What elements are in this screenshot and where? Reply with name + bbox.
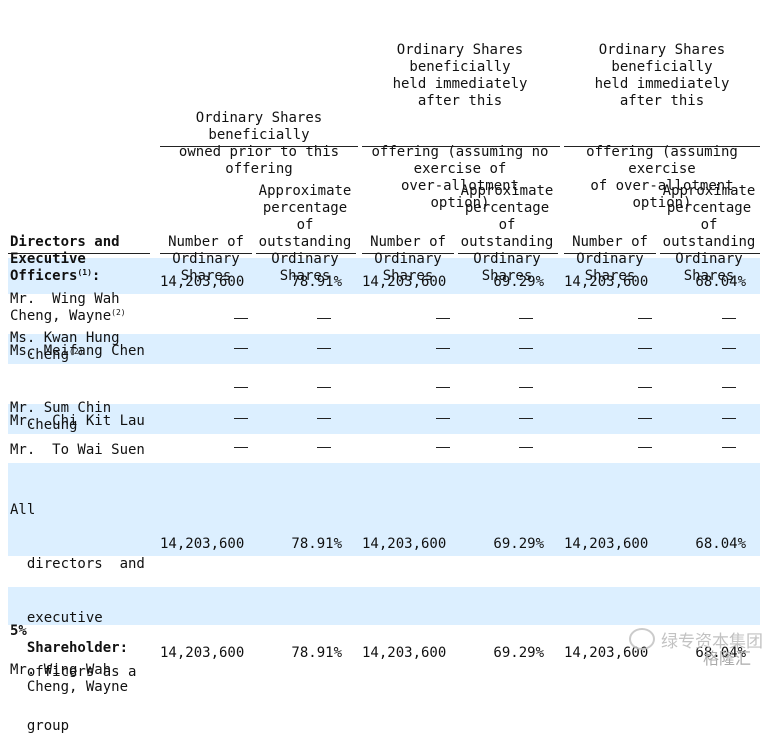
cell-percent: 68.04% [695, 536, 746, 552]
header-group-2: Ordinary Shares beneficially held immediat… [371, 42, 549, 211]
table-row-name: Mr. Wing Wah Cheng, Wayne [10, 662, 129, 695]
empty-dash [317, 387, 331, 388]
subheader-pct-2: Approximate percentage of outstanding Ordina… [460, 183, 554, 284]
cell-percent: 69.29% [493, 536, 544, 552]
empty-dash [638, 318, 652, 319]
header-rule [362, 146, 560, 147]
empty-dash [519, 387, 533, 388]
cell-number: 14,203,600 [160, 536, 245, 552]
cell-number: 14,203,600 [564, 274, 649, 290]
subheader-number-3: Number of Ordinary Shares [572, 234, 648, 284]
empty-dash [519, 447, 533, 448]
header-rule [160, 253, 252, 254]
empty-dash [317, 318, 331, 319]
empty-dash [317, 348, 331, 349]
empty-dash [722, 387, 736, 388]
wechat-icon [629, 628, 655, 650]
empty-dash [234, 418, 248, 419]
section-heading: 5% Shareholder: [10, 623, 129, 656]
cell-number: 14,203,600 [564, 536, 649, 552]
row-header-label: Directors and Executive Officers(1): [10, 234, 120, 284]
header-rule [660, 253, 760, 254]
cell-percent: 69.29% [493, 274, 544, 290]
empty-dash [317, 447, 331, 448]
row-band [8, 334, 760, 364]
cell-percent: 68.04% [695, 645, 746, 661]
table-row-name: Ms. Kwan Hung Cheng(2) [10, 330, 120, 363]
row-band [8, 404, 760, 434]
empty-dash [436, 418, 450, 419]
header-rule [8, 253, 150, 254]
header-rule [458, 253, 558, 254]
header-rule [256, 253, 356, 254]
empty-dash [436, 348, 450, 349]
header-rule [362, 253, 454, 254]
cell-number: 14,203,600 [564, 645, 649, 661]
footnote-marker: (1) [77, 268, 92, 277]
row-band [8, 258, 760, 294]
empty-dash [436, 447, 450, 448]
subheader-number-1: Number of Ordinary Shares [168, 234, 244, 284]
cell-number: 14,203,600 [362, 274, 447, 290]
table-row-name: Mr. To Wai Suen [10, 442, 145, 458]
cell-percent: 78.91% [291, 536, 342, 552]
subheader-number-2: Number of Ordinary Shares [370, 234, 446, 284]
cell-number: 14,203,600 [160, 274, 245, 290]
cell-number: 14,203,600 [362, 645, 447, 661]
subheader-pct-1: Approximate percentage of outstanding Ordina… [258, 183, 352, 284]
cell-percent: 78.91% [291, 274, 342, 290]
footnote-marker: (2) [111, 308, 126, 317]
empty-dash [722, 318, 736, 319]
cell-percent: 78.91% [291, 645, 342, 661]
empty-dash [519, 348, 533, 349]
empty-dash [234, 348, 248, 349]
row-band [8, 463, 760, 556]
cell-percent: 68.04% [695, 274, 746, 290]
subheader-pct-3: Approximate percentage of outstanding Ordina… [662, 183, 756, 284]
watermark: 绿专资本集团 [629, 627, 763, 652]
empty-dash [234, 387, 248, 388]
table-row-name: Mr. Sum Chin Cheung [10, 400, 112, 433]
empty-dash [436, 387, 450, 388]
table-row-name: Mr. Chi Kit Lau [10, 413, 145, 429]
empty-dash [722, 418, 736, 419]
header-rule [564, 253, 656, 254]
empty-dash [519, 418, 533, 419]
empty-dash [638, 348, 652, 349]
empty-dash [638, 447, 652, 448]
empty-dash [638, 418, 652, 419]
cell-percent: 69.29% [493, 645, 544, 661]
empty-dash [234, 318, 248, 319]
table-row-name: Mr. Wing Wah Cheng, Wayne(2) [10, 291, 126, 324]
empty-dash [436, 318, 450, 319]
header-rule [160, 146, 358, 147]
table-row-name: Ms. Meifang Chen [10, 343, 145, 359]
watermark-source: 格隆汇 [702, 649, 751, 668]
cell-number: 14,203,600 [362, 536, 447, 552]
header-rule [564, 146, 760, 147]
row-band [8, 587, 760, 625]
empty-dash [317, 418, 331, 419]
cell-number: 14,203,600 [160, 645, 245, 661]
empty-dash [234, 447, 248, 448]
empty-dash [722, 348, 736, 349]
empty-dash [519, 318, 533, 319]
footnote-marker: (2) [69, 347, 84, 356]
empty-dash [722, 447, 736, 448]
empty-dash [638, 387, 652, 388]
header-group-3: Ordinary Shares beneficially held immediat… [586, 42, 738, 211]
header-group-1: Ordinary Shares beneficially owned prior t… [178, 110, 340, 177]
